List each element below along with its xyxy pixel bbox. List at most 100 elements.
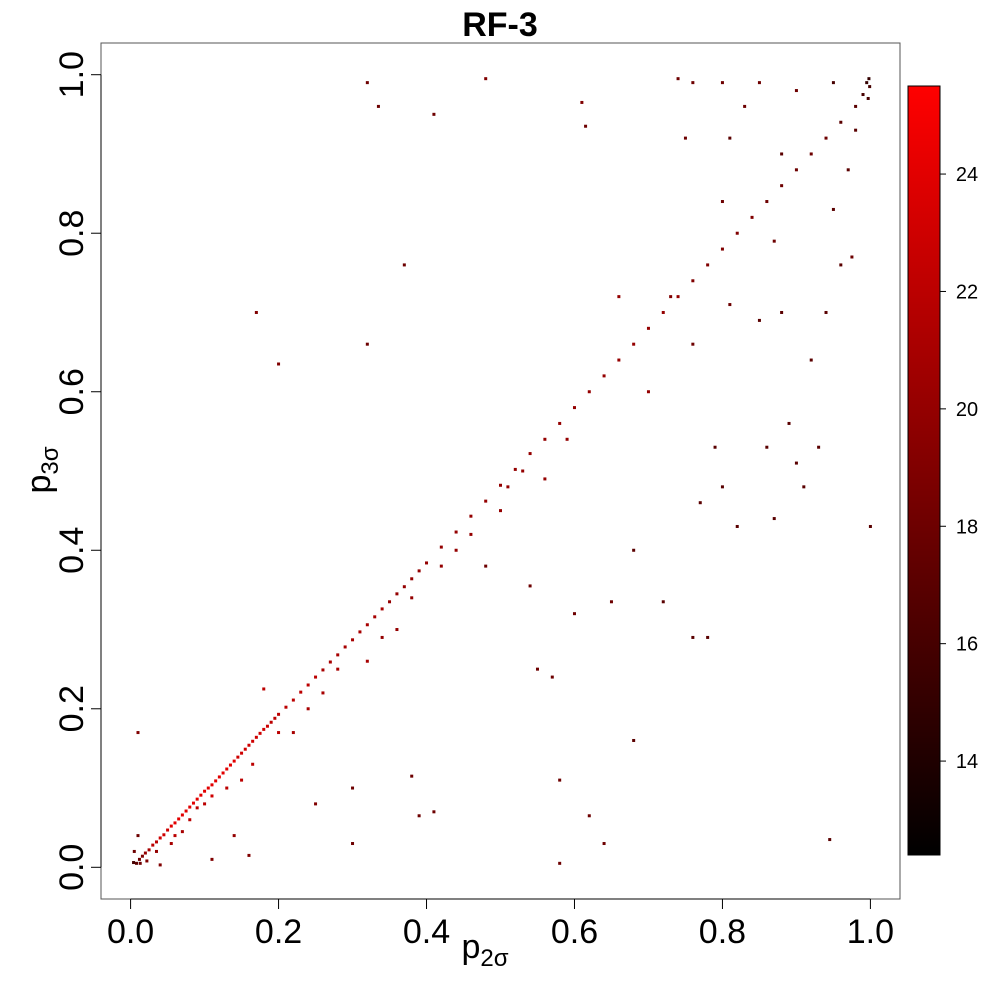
- data-point: [691, 342, 695, 346]
- data-point: [632, 548, 636, 552]
- data-point: [402, 263, 406, 267]
- data-point: [558, 778, 562, 782]
- data-point: [177, 817, 181, 821]
- data-point: [602, 842, 606, 846]
- data-point: [388, 600, 392, 604]
- data-point: [343, 645, 347, 649]
- data-point: [154, 849, 158, 853]
- data-point: [269, 720, 273, 724]
- data-point: [188, 818, 192, 822]
- data-point: [203, 802, 207, 806]
- data-point: [558, 421, 562, 425]
- data-point: [661, 600, 665, 604]
- data-point: [499, 509, 502, 513]
- data-point: [169, 842, 173, 846]
- data-point: [228, 763, 232, 767]
- data-point: [143, 851, 147, 855]
- data-point: [158, 863, 162, 867]
- colorbar-tick-label: 24: [956, 164, 978, 186]
- data-point: [728, 303, 732, 307]
- data-point: [454, 530, 458, 534]
- data-point: [867, 77, 871, 81]
- data-point: [232, 759, 236, 763]
- data-point: [247, 743, 251, 747]
- data-point: [854, 104, 858, 108]
- data-point: [602, 374, 606, 378]
- chart-title: RF-3: [462, 6, 538, 44]
- data-point: [469, 532, 473, 536]
- colorbar-tick-label: 20: [956, 399, 978, 421]
- data-point: [180, 830, 184, 834]
- data-point: [550, 675, 554, 679]
- data-point: [765, 445, 769, 449]
- data-point: [772, 239, 776, 243]
- data-point: [265, 724, 269, 728]
- data-point: [757, 81, 761, 85]
- x-axis-label: p2σ: [461, 928, 508, 972]
- data-point: [358, 630, 362, 634]
- colorbar-tick-label: 16: [956, 634, 978, 656]
- y-axis-label-sub: 3σ: [37, 446, 64, 474]
- data-point: [254, 735, 258, 739]
- data-point: [158, 836, 162, 840]
- data-point: [765, 200, 769, 204]
- data-point: [195, 797, 199, 801]
- x-axis-label-sub: 2σ: [480, 945, 508, 972]
- data-point: [291, 731, 295, 735]
- data-point: [321, 691, 325, 695]
- data-point: [214, 779, 218, 783]
- data-point: [365, 342, 369, 346]
- data-point: [720, 200, 724, 204]
- data-point: [262, 687, 266, 691]
- data-point: [336, 653, 340, 657]
- data-point: [210, 857, 214, 861]
- data-point: [617, 358, 621, 362]
- data-point: [676, 77, 680, 81]
- data-point: [417, 814, 421, 818]
- y-tick-label: 0.8: [53, 210, 91, 257]
- y-tick-label: 1.0: [53, 51, 91, 98]
- data-point: [580, 100, 584, 104]
- data-point: [521, 469, 525, 473]
- data-point: [484, 499, 488, 503]
- data-point: [243, 747, 247, 751]
- y-tick-label: 0.2: [53, 685, 91, 732]
- data-point: [720, 485, 724, 489]
- data-point: [609, 600, 613, 604]
- data-point: [262, 727, 266, 731]
- data-point: [661, 310, 665, 314]
- data-point: [251, 739, 255, 743]
- data-point: [136, 834, 140, 838]
- data-point: [425, 561, 429, 565]
- data-point: [240, 778, 244, 782]
- colorbar-tick-label: 22: [956, 281, 978, 303]
- data-point: [151, 843, 155, 847]
- data-point: [572, 406, 576, 410]
- data-point: [380, 607, 384, 611]
- data-point: [528, 452, 532, 456]
- points-layer: [132, 77, 872, 867]
- data-point: [632, 342, 636, 346]
- data-point: [757, 318, 761, 322]
- data-point: [454, 548, 458, 552]
- data-point: [528, 584, 532, 588]
- data-point: [439, 564, 443, 568]
- data-point: [691, 635, 695, 639]
- data-point: [210, 794, 214, 798]
- data-point: [839, 263, 843, 267]
- data-point: [683, 136, 687, 140]
- data-point: [868, 524, 872, 528]
- data-point: [184, 809, 188, 813]
- data-point: [314, 675, 318, 679]
- data-point: [676, 295, 680, 299]
- data-point: [632, 738, 636, 742]
- data-point: [780, 184, 784, 188]
- x-axis: 0.0 0.2 0.4 0.6 0.8 1.0: [107, 898, 894, 951]
- data-point: [232, 834, 236, 838]
- data-point: [154, 840, 158, 844]
- y-tick-label: 0.4: [53, 527, 91, 574]
- x-tick-label: 0.4: [403, 913, 450, 951]
- data-point: [432, 810, 436, 814]
- data-point: [809, 358, 813, 362]
- x-axis-label-base: p: [461, 928, 480, 966]
